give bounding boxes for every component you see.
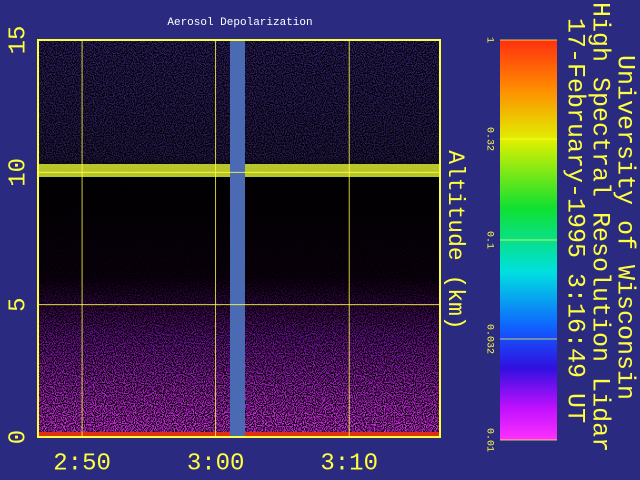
colorbar-tick-label: 1 [483,37,494,43]
x-tick-label: 2:50 [53,450,111,477]
annotation: University of Wisconsin [610,55,639,400]
colorbar-tick-label: 0.1 [483,231,494,249]
image [38,40,440,437]
annotation: 17-February-1995 3:16:49 UT [560,18,589,423]
colorbar-tick-label: 0.32 [483,127,494,151]
chart-title: Aerosol Depolarization [167,17,312,29]
colorbar-tick-label: 0.032 [483,324,494,354]
y-axis-label: Altitude (km) [442,150,468,329]
colorbar-tick-label: 0.01 [483,428,494,452]
y-tick-label: 10 [5,158,32,187]
data-gap [230,40,245,437]
y-tick-label: 0 [5,430,32,444]
y-tick-label: 15 [5,26,32,55]
annotation: High Spectral Resolution Lidar [585,2,614,452]
x-tick-label: 3:00 [187,450,245,477]
x-tick-label: 3:10 [320,450,378,477]
y-tick-label: 5 [5,297,32,311]
